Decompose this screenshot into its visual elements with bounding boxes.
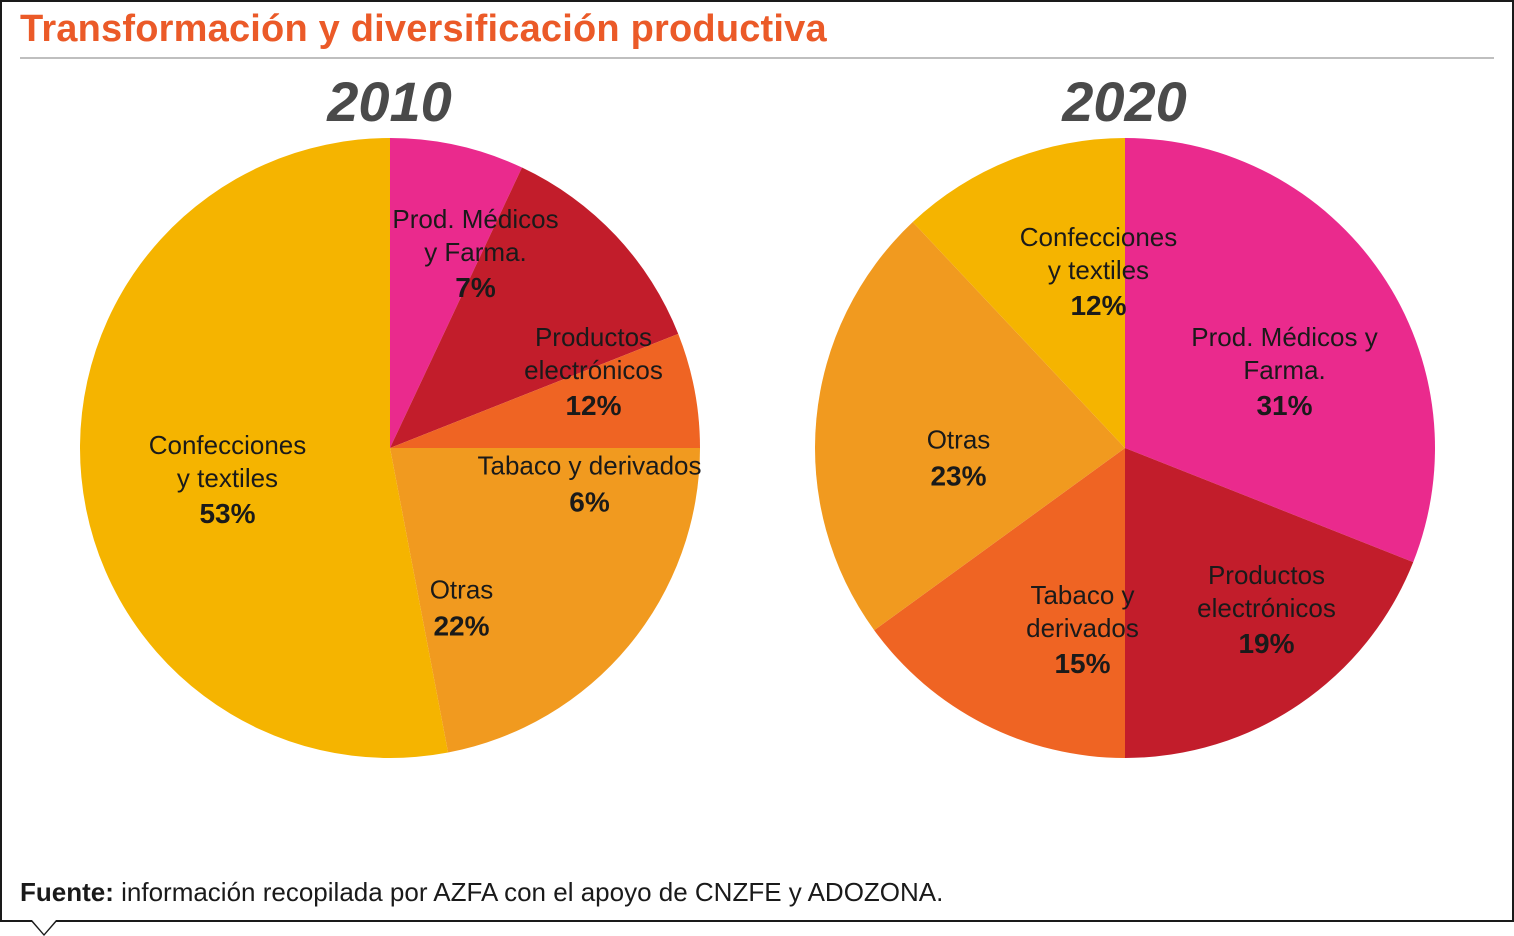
source-text: información recopilada por AZFA con el a… (121, 877, 943, 907)
chart-card: Transformación y diversificación product… (0, 0, 1514, 922)
year-label-2020: 2020 (1062, 69, 1187, 134)
chart-2010: 2010 Prod. Médicos y Farma.7%Productos e… (80, 69, 700, 758)
title-band: Transformación y diversificación product… (2, 2, 1512, 55)
callout-notch-icon (30, 920, 58, 936)
pie-2010: Prod. Médicos y Farma.7%Productos electr… (80, 138, 700, 758)
chart-title: Transformación y diversificación product… (20, 8, 1494, 51)
year-label-2010: 2010 (327, 69, 452, 134)
source-line: Fuente: información recopilada por AZFA … (2, 869, 1512, 920)
charts-row: 2010 Prod. Médicos y Farma.7%Productos e… (2, 59, 1512, 758)
chart-2020: 2020 Prod. Médicos y Farma.31%Productos … (815, 69, 1435, 758)
pie-2020: Prod. Médicos y Farma.31%Productos elect… (815, 138, 1435, 758)
source-prefix: Fuente: (20, 877, 121, 907)
